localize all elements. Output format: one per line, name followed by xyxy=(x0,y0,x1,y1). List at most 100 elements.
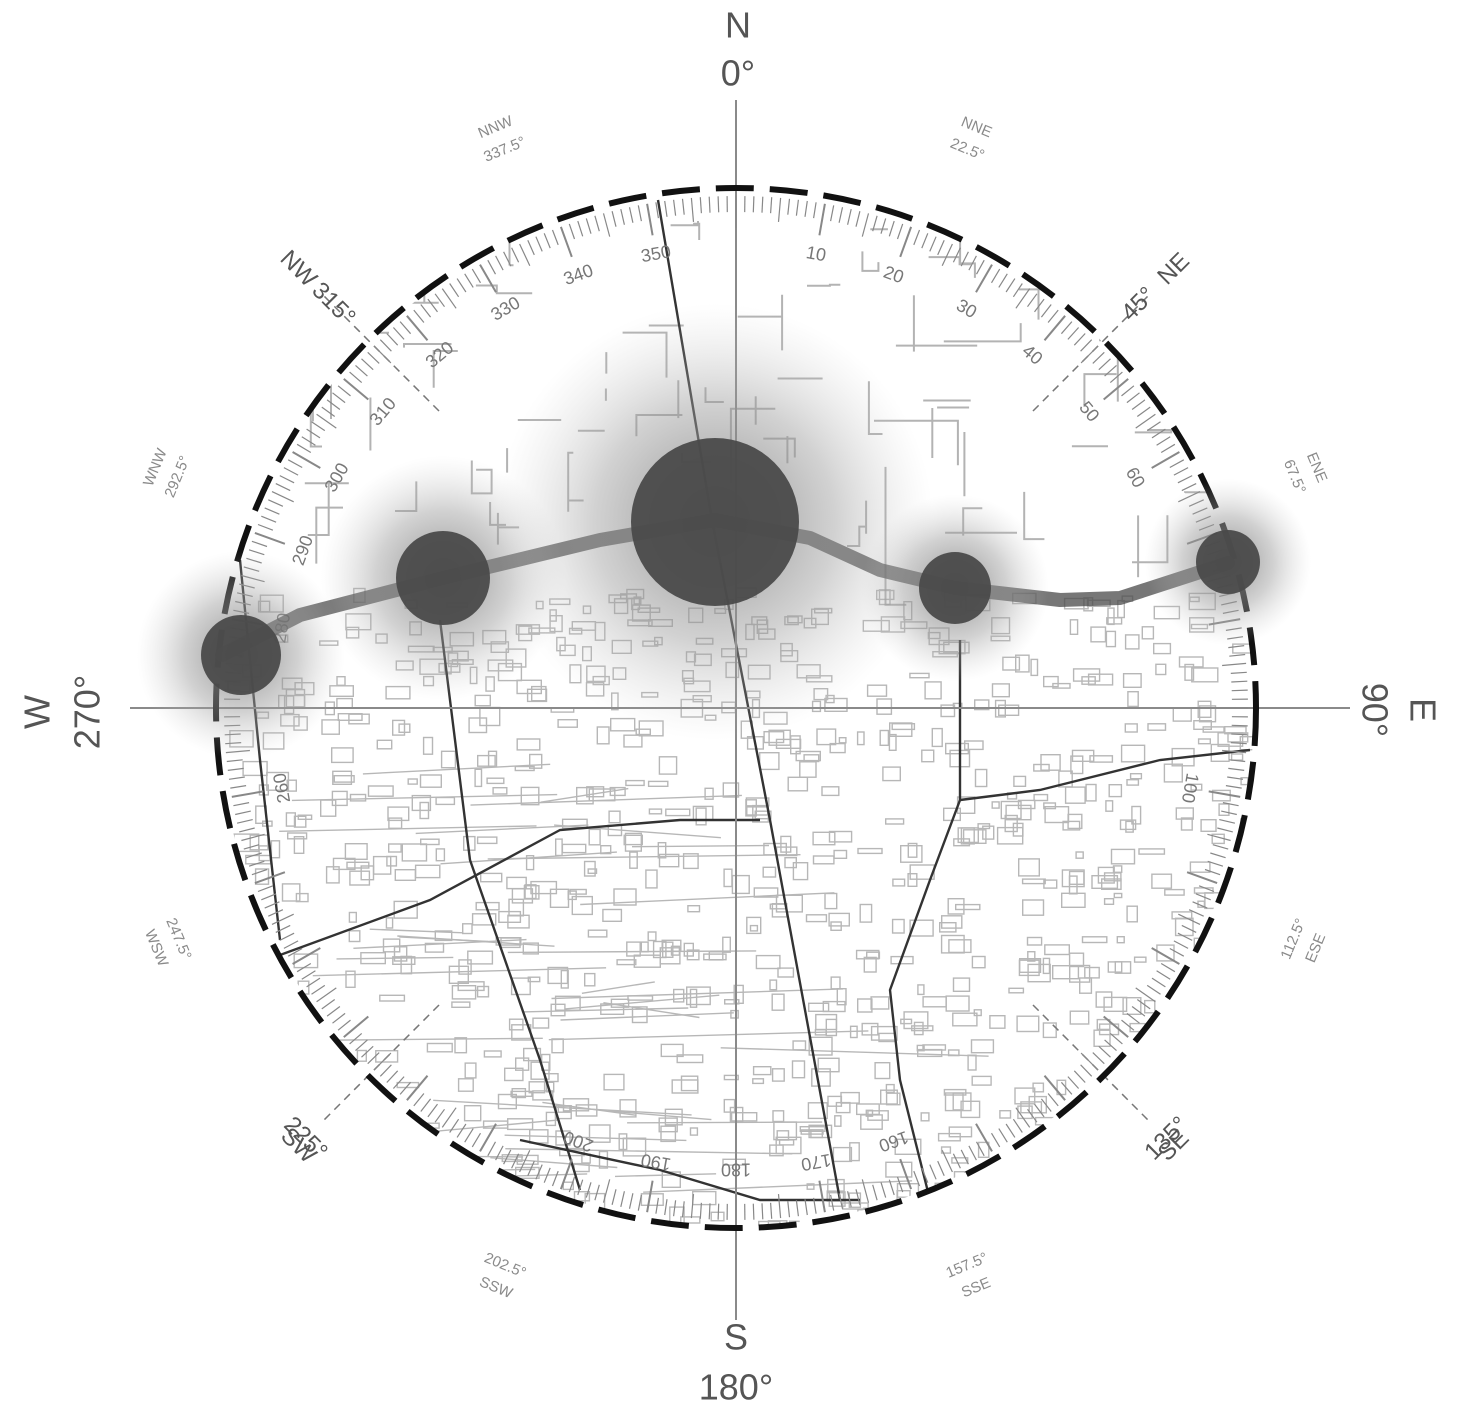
degree-tick xyxy=(435,1109,444,1122)
degree-tick xyxy=(1006,1124,1015,1137)
degree-tick xyxy=(1213,845,1228,849)
degree-tick xyxy=(1048,1094,1058,1106)
minor-degree-nne: 22.5° xyxy=(948,135,987,164)
degree-tick xyxy=(272,492,294,502)
degree-tick xyxy=(255,533,285,544)
degree-tick xyxy=(284,468,298,476)
tick-label: 180 xyxy=(721,1159,751,1179)
degree-tick xyxy=(1048,310,1058,322)
intercardinal-degree-nw: 315° xyxy=(307,277,361,331)
degree-tick xyxy=(258,886,273,892)
tick-label: 190 xyxy=(639,1150,672,1175)
degree-tick xyxy=(977,1142,985,1156)
degree-tick xyxy=(569,224,574,239)
degree-tick xyxy=(528,1161,535,1176)
tick-label: 20 xyxy=(881,262,907,288)
tick-label: 320 xyxy=(422,337,458,372)
sun-position-marker xyxy=(1196,530,1260,594)
intercardinal-label-ne: NE xyxy=(1152,247,1195,290)
cardinal-label-w: W xyxy=(17,695,58,729)
degree-tick xyxy=(1013,1119,1022,1132)
degree-tick xyxy=(1231,743,1247,744)
degree-tick xyxy=(898,224,903,239)
degree-tick xyxy=(831,205,834,221)
degree-tick xyxy=(338,386,350,396)
degree-tick xyxy=(488,1142,496,1156)
degree-tick xyxy=(881,218,886,233)
degree-tick xyxy=(362,1046,374,1057)
degree-tick xyxy=(753,196,754,212)
degree-tick xyxy=(442,289,456,309)
degree-tick xyxy=(683,199,685,215)
degree-tick xyxy=(1231,734,1247,735)
degree-tick xyxy=(881,1182,886,1197)
degree-tick xyxy=(779,198,781,222)
degree-tick xyxy=(227,760,243,762)
degree-tick xyxy=(252,541,267,546)
degree-tick xyxy=(258,525,273,531)
sun-position-marker xyxy=(631,438,799,606)
tick-label: 160 xyxy=(876,1127,911,1156)
degree-tick xyxy=(771,197,772,213)
degree-tick xyxy=(472,269,480,283)
degree-tick xyxy=(691,198,693,222)
degree-tick xyxy=(1170,949,1184,957)
cardinal-degree-s: 180° xyxy=(699,1367,773,1408)
degree-tick xyxy=(280,476,294,483)
minor-label-ssw: SSW xyxy=(477,1273,516,1302)
degree-tick xyxy=(992,1133,1000,1147)
degree-tick xyxy=(228,768,244,770)
sun-position-marker xyxy=(396,531,490,625)
degree-tick xyxy=(393,328,404,340)
degree-tick xyxy=(465,1129,474,1143)
degree-tick xyxy=(1178,933,1192,940)
degree-tick xyxy=(914,230,920,245)
degree-tick xyxy=(344,1017,369,1038)
degree-tick xyxy=(327,1007,340,1017)
tick-label: 100 xyxy=(1178,772,1203,805)
cardinal-degree-e: 90° xyxy=(1354,683,1395,737)
minor-degree-ene: 67.5° xyxy=(1280,457,1309,496)
degree-tick xyxy=(1231,681,1247,682)
degree-tick xyxy=(350,1033,362,1044)
degree-tick xyxy=(1016,289,1030,309)
degree-tick xyxy=(421,1099,431,1112)
degree-tick xyxy=(1074,334,1085,346)
sun-path xyxy=(137,304,1311,759)
degree-tick xyxy=(674,1200,676,1216)
degree-tick xyxy=(1182,925,1196,932)
tick-label: 170 xyxy=(800,1150,833,1175)
degree-tick xyxy=(709,1203,710,1219)
degree-tick xyxy=(862,213,868,236)
tick-label: 330 xyxy=(487,292,523,324)
degree-tick xyxy=(265,508,280,514)
degree-tick xyxy=(612,1189,616,1205)
degree-tick xyxy=(1178,476,1192,483)
degree-tick xyxy=(333,1013,346,1023)
intercardinal-degree-ne: 45° xyxy=(1116,282,1161,327)
tick-label: 10 xyxy=(805,242,828,265)
degree-tick xyxy=(665,201,667,217)
degree-tick xyxy=(421,305,431,318)
minor-label-nne: NNE xyxy=(959,113,995,141)
tick-label: 50 xyxy=(1075,397,1103,425)
cardinal-label-n: N xyxy=(725,5,751,46)
degree-tick xyxy=(1210,853,1225,858)
degree-tick xyxy=(435,294,444,307)
degree-tick xyxy=(268,500,283,507)
degree-tick xyxy=(873,1185,877,1200)
degree-tick xyxy=(630,207,633,223)
degree-tick xyxy=(1147,985,1160,994)
degree-tick xyxy=(621,209,625,225)
cardinal-label-e: E xyxy=(1402,698,1443,722)
degree-tick xyxy=(1217,828,1233,832)
degree-tick xyxy=(297,444,311,452)
degree-tick xyxy=(1035,1104,1045,1117)
degree-tick xyxy=(327,400,340,410)
degree-tick xyxy=(1228,646,1244,648)
degree-tick xyxy=(307,429,320,438)
degree-tick xyxy=(1229,655,1245,657)
degree-tick xyxy=(1161,444,1175,452)
degree-tick xyxy=(312,422,325,431)
degree-tick xyxy=(819,204,825,236)
